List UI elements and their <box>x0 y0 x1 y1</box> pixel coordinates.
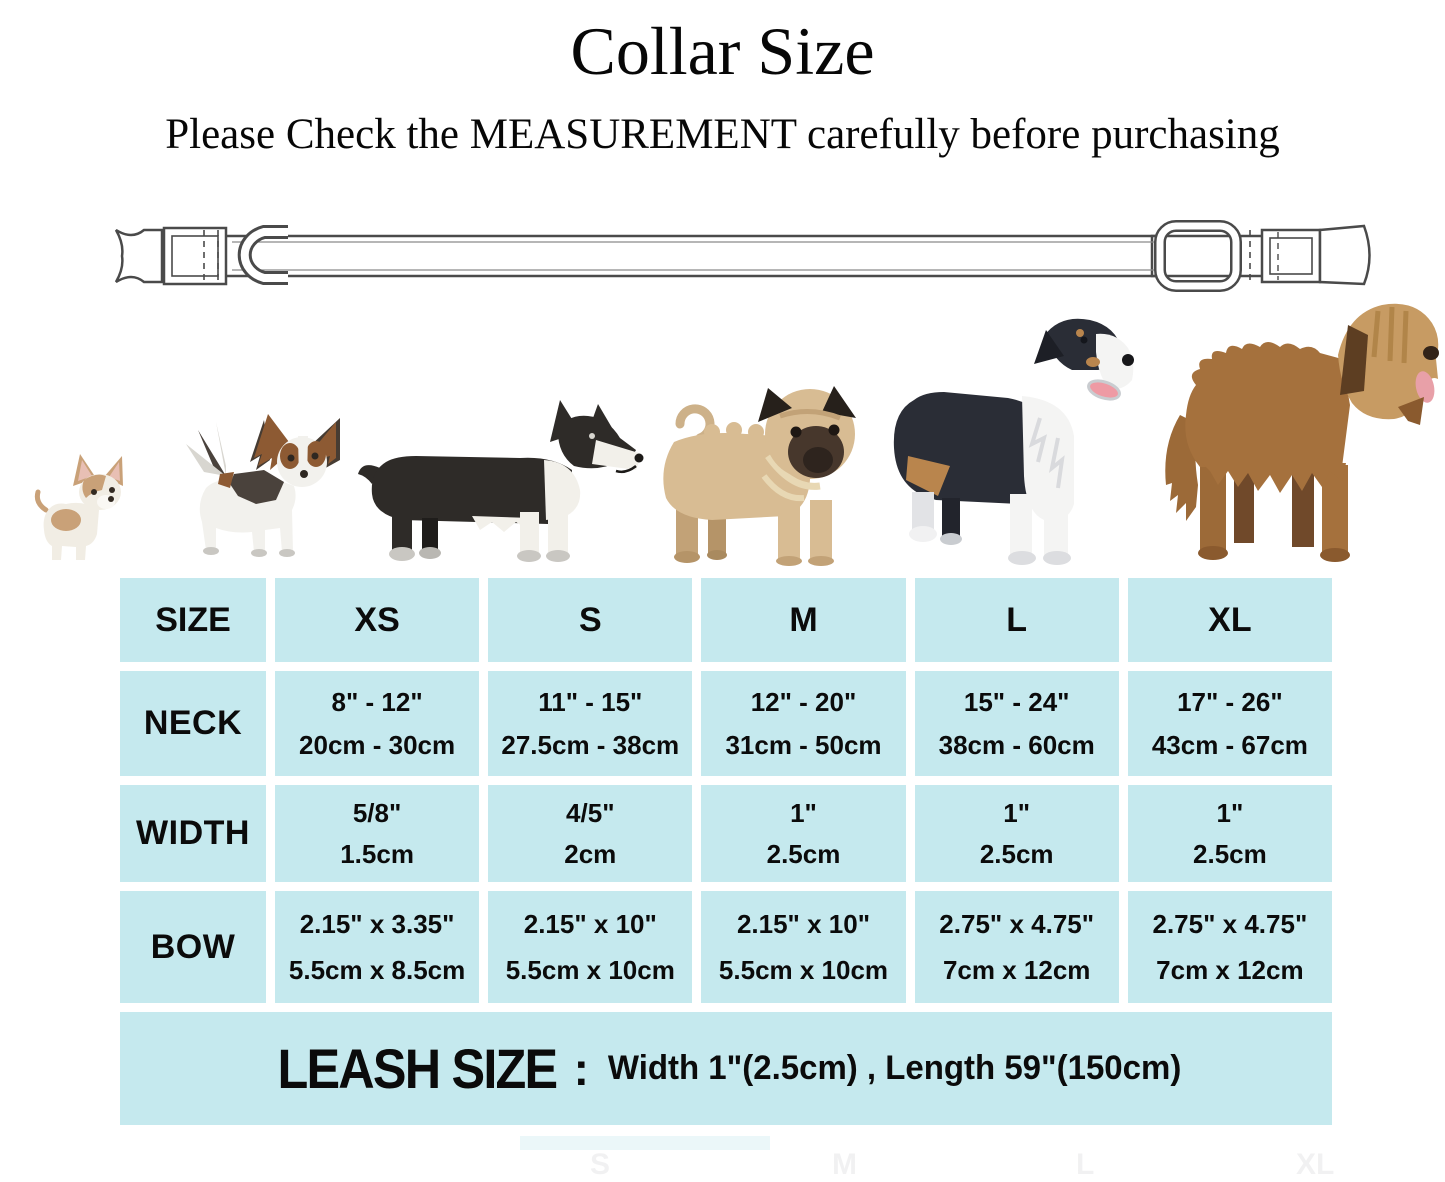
value-cm: 2.5cm <box>979 839 1054 869</box>
value-cm: 2.5cm <box>1193 839 1267 869</box>
cell-neck-l: 15" - 24" 38cm - 60cm <box>914 671 1119 776</box>
value-cm: 38cm - 60cm <box>938 730 1095 761</box>
d-ring <box>237 225 288 285</box>
buckle-male <box>1318 224 1371 286</box>
value-inches: 8" - 12" <box>331 686 423 717</box>
leash-size-details: Width 1"(2.5cm) , Length 59"(150cm) <box>607 1049 1182 1087</box>
ghost-letter: M <box>832 1148 857 1181</box>
table-header-s: S <box>488 578 693 662</box>
cell-bow-s: 2.15" x 10" 5.5cm x 10cm <box>488 891 693 1003</box>
cell-width-m: 1" 2.5cm <box>701 785 906 882</box>
ghost-letter: L <box>1076 1148 1095 1181</box>
row-label-bow: BOW <box>120 891 266 1003</box>
value-inches: 4/5" <box>566 798 615 828</box>
value-cm: 31cm - 50cm <box>725 730 882 761</box>
leash-size-banner: LEASH SIZE: Width 1"(2.5cm) , Length 59"(… <box>120 1012 1332 1125</box>
cell-neck-xl: 17" - 26" 43cm - 67cm <box>1127 671 1332 776</box>
cell-bow-xs: 2.15" x 3.35" 5.5cm x 8.5cm <box>275 891 480 1003</box>
value-inches: 15" - 24" <box>963 686 1070 717</box>
value-inches: 1" <box>1216 798 1244 828</box>
dog-corgi-illustration <box>352 398 647 566</box>
tri-glide-slider <box>1154 220 1242 292</box>
value-inches: 2.75" x 4.75" <box>1152 909 1308 939</box>
value-inches: 1" <box>1003 798 1031 828</box>
cell-neck-m: 12" - 20" 31cm - 50cm <box>701 671 906 776</box>
table-header-size: SIZE <box>120 578 266 662</box>
collar-size-table: SIZE XS S M L XL NECK 8" - 12" 20cm - 30… <box>120 578 1332 1003</box>
value-cm: 7cm x 12cm <box>1156 955 1304 985</box>
dog-chihuahua-illustration <box>28 450 138 565</box>
leash-size-label: LEASH SIZE <box>277 1037 558 1100</box>
value-inches: 17" - 26" <box>1177 686 1283 717</box>
table-header-xs: XS <box>275 578 480 662</box>
value-cm: 2cm <box>564 839 617 869</box>
table-header-m: M <box>701 578 906 662</box>
cell-width-xl: 1" 2.5cm <box>1127 785 1332 882</box>
value-cm: 5.5cm x 10cm <box>718 955 889 985</box>
cell-bow-xl: 2.75" x 4.75" 7cm x 12cm <box>1127 891 1332 1003</box>
value-inches: 5/8" <box>352 798 402 828</box>
dog-pug-illustration <box>628 372 866 566</box>
value-cm: 43cm - 67cm <box>1151 730 1308 761</box>
value-cm: 5.5cm x 8.5cm <box>288 955 466 985</box>
value-cm: 2.5cm <box>766 839 841 869</box>
row-label-width: WIDTH <box>120 785 266 882</box>
ghost-smudge <box>520 1136 770 1150</box>
value-cm: 20cm - 30cm <box>299 730 456 761</box>
value-cm: 7cm x 12cm <box>942 955 1091 985</box>
value-inches: 2.15" x 10" <box>523 909 657 939</box>
buckle-female <box>114 228 164 284</box>
cell-bow-l: 2.75" x 4.75" 7cm x 12cm <box>914 891 1119 1003</box>
value-cm: 1.5cm <box>340 839 414 869</box>
table-header-l: L <box>914 578 1119 662</box>
value-inches: 11" - 15" <box>538 686 643 717</box>
ghost-letter: XL <box>1296 1148 1335 1181</box>
dog-briard-illustration <box>1142 295 1440 567</box>
dog-australian-shepherd-illustration <box>872 308 1147 566</box>
cell-width-l: 1" 2.5cm <box>914 785 1119 882</box>
leash-size-colon: : <box>573 1042 589 1095</box>
value-cm: 5.5cm x 10cm <box>505 955 675 985</box>
dog-papillon-illustration <box>168 412 343 565</box>
collar-diagram <box>114 220 1371 292</box>
value-inches: 2.15" x 3.35" <box>299 909 455 939</box>
cell-bow-m: 2.15" x 10" 5.5cm x 10cm <box>701 891 906 1003</box>
page-subtitle: Please Check the MEASUREMENT carefully b… <box>165 111 1280 158</box>
value-inches: 12" - 20" <box>750 686 857 717</box>
row-label-neck: NECK <box>120 671 266 776</box>
page-title: Collar Size <box>570 13 875 89</box>
value-cm: 27.5cm - 38cm <box>501 730 680 761</box>
ghost-letter: S <box>590 1148 611 1181</box>
value-inches: 2.75" x 4.75" <box>939 909 1095 939</box>
value-inches: 2.15" x 10" <box>736 909 871 939</box>
cell-neck-xs: 8" - 12" 20cm - 30cm <box>275 671 480 776</box>
cell-width-xs: 5/8" 1.5cm <box>275 785 480 882</box>
table-header-xl: XL <box>1127 578 1332 662</box>
cell-neck-s: 11" - 15" 27.5cm - 38cm <box>488 671 693 776</box>
cell-width-s: 4/5" 2cm <box>488 785 693 882</box>
value-inches: 1" <box>790 798 817 828</box>
